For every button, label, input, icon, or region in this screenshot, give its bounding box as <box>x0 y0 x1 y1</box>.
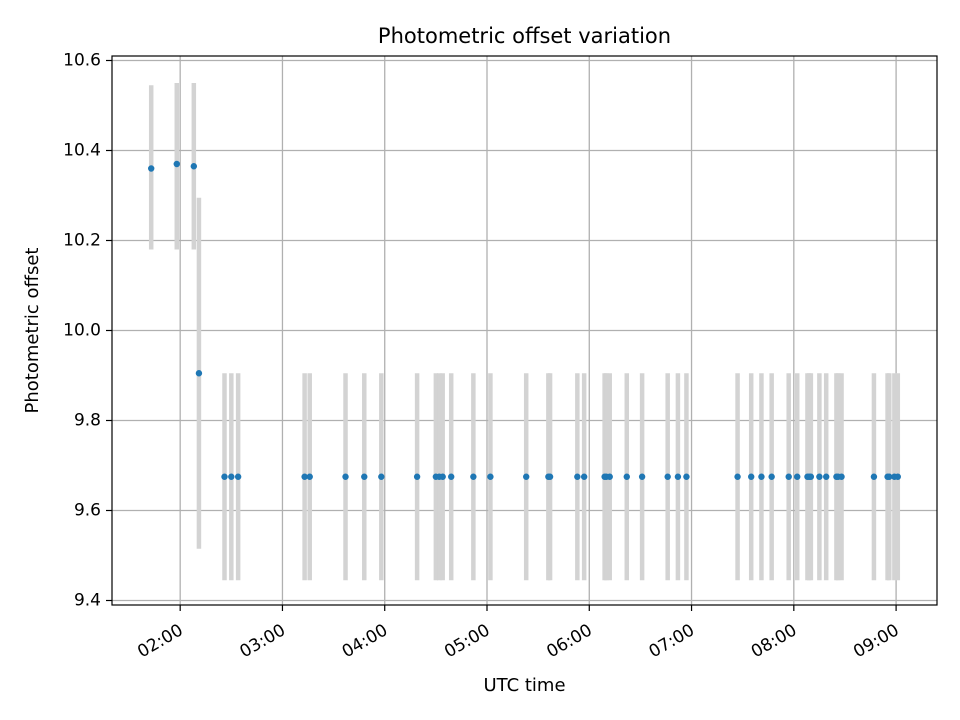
y-tick-label: 9.4 <box>74 591 101 611</box>
data-point <box>448 473 455 480</box>
y-tick-label: 10.2 <box>63 231 101 251</box>
data-point <box>234 473 242 480</box>
data-points <box>148 160 901 480</box>
data-point <box>894 473 901 480</box>
data-point <box>838 473 845 480</box>
data-point <box>190 163 198 170</box>
data-point <box>683 473 690 480</box>
data-point <box>664 473 671 480</box>
data-point <box>413 473 421 480</box>
data-point <box>785 473 792 480</box>
x-axis-title: UTC time <box>483 675 565 696</box>
data-point <box>342 473 349 480</box>
data-point <box>748 473 755 480</box>
data-point <box>758 473 765 480</box>
data-point <box>623 473 630 480</box>
data-point <box>487 473 494 480</box>
grid <box>112 56 937 605</box>
data-point <box>523 473 530 480</box>
data-point <box>378 473 385 480</box>
data-point <box>546 473 554 480</box>
data-point <box>870 473 878 480</box>
data-point <box>823 473 830 480</box>
y-tick-label: 9.6 <box>74 501 101 521</box>
y-axis: 9.4 9.6 9.8 10.0 10.2 10.4 10.6 <box>63 51 112 611</box>
data-point <box>886 473 893 480</box>
data-point <box>580 473 588 480</box>
data-point <box>173 160 180 168</box>
data-point <box>768 473 775 480</box>
data-point <box>807 473 815 480</box>
data-point <box>306 473 313 480</box>
data-point <box>301 473 308 480</box>
y-tick-label: 9.8 <box>74 411 101 431</box>
y-axis-title: Photometric offset <box>22 248 43 414</box>
data-point <box>734 473 741 480</box>
data-point <box>195 370 203 377</box>
data-point <box>439 473 446 480</box>
y-tick-label: 10.0 <box>63 321 101 341</box>
data-point <box>674 473 682 480</box>
data-point <box>794 473 801 480</box>
data-point <box>816 473 823 480</box>
y-tick-label: 10.6 <box>63 51 101 71</box>
data-point <box>638 473 646 480</box>
data-point <box>361 473 368 480</box>
data-point <box>574 473 581 480</box>
data-point <box>221 473 228 480</box>
y-tick-label: 10.4 <box>63 141 101 161</box>
data-point <box>148 165 155 172</box>
chart-title: Photometric offset variation <box>378 24 671 48</box>
data-point <box>606 473 613 480</box>
data-point <box>470 473 477 480</box>
data-point <box>228 473 235 480</box>
